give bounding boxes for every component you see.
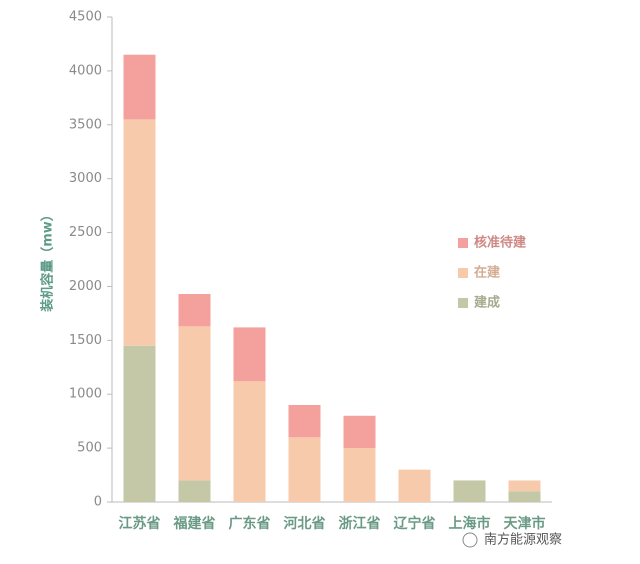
legend-swatch — [458, 268, 468, 278]
bar-segment — [178, 480, 211, 502]
bar-segment — [288, 405, 321, 438]
watermark: 南方能源观察 — [484, 532, 562, 548]
bar-segment — [453, 480, 486, 502]
x-tick-label: 辽宁省 — [394, 515, 436, 532]
bar-segment — [233, 381, 266, 502]
y-tick-label: 3500 — [69, 117, 102, 132]
bar-segment — [508, 480, 541, 492]
legend-swatch — [458, 298, 468, 308]
bar-segment — [343, 415, 376, 449]
bar-segment — [123, 119, 156, 346]
bar-segment — [398, 469, 431, 502]
bar-segment — [233, 327, 266, 382]
y-tick-label: 1000 — [69, 387, 102, 402]
bar-segment — [123, 54, 156, 120]
bar-segment — [288, 437, 321, 502]
y-axis-label: 装机容量（mw） — [40, 208, 56, 313]
y-tick-label: 0 — [94, 495, 102, 510]
bar-segment — [178, 293, 211, 327]
y-tick-label: 500 — [77, 441, 102, 456]
bar-segment — [123, 345, 156, 502]
legend-label: 在建 — [474, 265, 500, 281]
y-tick-label: 4500 — [69, 10, 102, 25]
x-tick-label: 上海市 — [449, 515, 491, 532]
x-tick-label: 广东省 — [229, 515, 271, 532]
y-tick-label: 4000 — [69, 63, 102, 78]
y-tick-label: 1500 — [69, 333, 102, 348]
y-tick-label: 2500 — [69, 225, 102, 240]
x-tick-label: 天津市 — [504, 515, 546, 532]
legend-label: 核准待建 — [474, 235, 526, 251]
x-tick-label: 福建省 — [173, 515, 216, 532]
legend-swatch — [458, 238, 468, 248]
y-tick-label: 3000 — [69, 171, 102, 186]
y-tick-label: 2000 — [69, 279, 102, 294]
watermark-icon — [462, 532, 478, 548]
x-tick-label: 河北省 — [284, 515, 326, 532]
bar-segment — [508, 491, 541, 502]
x-tick-label: 浙江省 — [339, 515, 381, 532]
legend-label: 建成 — [474, 295, 500, 311]
x-tick-label: 江苏省 — [119, 515, 161, 532]
bar-segment — [343, 448, 376, 502]
bar-segment — [178, 326, 211, 481]
